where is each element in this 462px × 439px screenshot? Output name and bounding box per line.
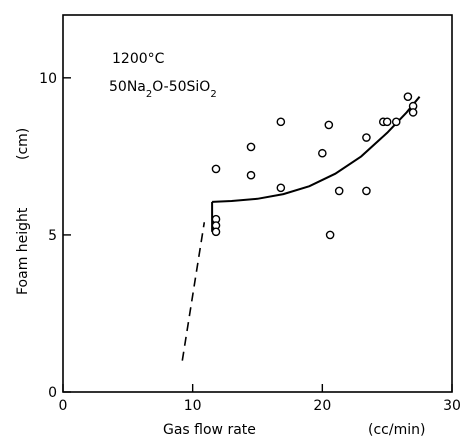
x-axis-title: Gas flow rate: [163, 422, 256, 438]
data-series: [181, 92, 421, 361]
x-tick-label: 30: [443, 398, 461, 414]
annotation-temperature: 1200°C: [112, 51, 165, 67]
data-point: [382, 117, 392, 127]
annotation-text-part: 50Na: [109, 79, 146, 95]
data-point: [318, 148, 327, 158]
y-tick-label: 0: [48, 385, 57, 401]
x-tick-label: 0: [59, 398, 68, 414]
x-axis-unit: (cc/min): [368, 422, 425, 438]
data-point: [211, 164, 221, 174]
data-point: [362, 186, 371, 196]
data-point: [334, 186, 344, 196]
data-point: [403, 92, 413, 101]
data-point: [391, 117, 401, 127]
data-point: [246, 142, 256, 152]
data-point: [325, 230, 335, 240]
extrapolation-dashed-line: [181, 222, 206, 361]
data-point: [408, 108, 418, 117]
y-axis-title: Foam height: [15, 207, 31, 295]
y-axis-unit: (cm): [15, 128, 31, 160]
annotation-subscript: 2: [210, 89, 216, 100]
plot-frame: [62, 14, 453, 393]
annotation-composition: 50Na2O-50SiO2: [109, 79, 217, 100]
fit-curve: [212, 96, 421, 203]
axis-ticks: 0 10 20 30 0 5 10: [39, 71, 461, 414]
annotation-text-part: O-50SiO: [152, 79, 210, 95]
y-tick-label: 5: [48, 228, 57, 244]
data-point: [276, 183, 286, 193]
annotation-subscript: 2: [146, 89, 152, 100]
data-point: [211, 227, 221, 237]
data-point: [246, 170, 256, 180]
y-tick-label: 10: [39, 71, 57, 87]
data-point: [362, 133, 371, 142]
data-point: [276, 117, 286, 127]
x-tick-label: 10: [184, 398, 202, 414]
data-point: [324, 120, 334, 130]
x-tick-label: 20: [313, 398, 331, 414]
